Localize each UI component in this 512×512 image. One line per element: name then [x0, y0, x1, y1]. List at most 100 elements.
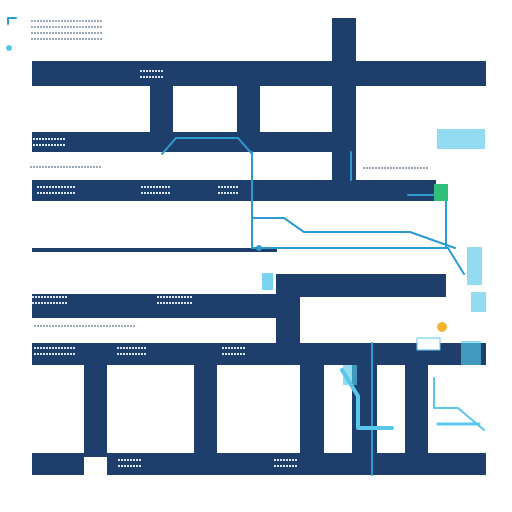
map-label-texture: [49, 38, 51, 40]
map-label-texture: [69, 166, 71, 168]
map-label-texture: [88, 325, 90, 327]
map-label-texture: [48, 166, 50, 168]
lower-block-left-interior[interactable]: [107, 365, 194, 453]
route-line-arc-upper[interactable]: [161, 137, 253, 155]
map-label-texture: [221, 192, 223, 194]
map-label-texture: [36, 166, 38, 168]
street-upper-middle[interactable]: [32, 132, 356, 152]
lower-block-east-border[interactable]: [405, 365, 428, 475]
map-label-texture: [184, 302, 186, 304]
map-label-texture: [129, 353, 131, 355]
legend-icon[interactable]: [416, 337, 441, 351]
map-label-texture: [130, 465, 132, 467]
map-label-texture: [133, 459, 135, 461]
map-label-texture: [100, 26, 102, 28]
map-label-texture: [46, 38, 48, 40]
map-label-texture: [399, 167, 401, 169]
map-label-texture: [146, 70, 148, 72]
street-vertical-left-top[interactable]: [150, 70, 173, 132]
map-label-texture: [143, 76, 145, 78]
map-label-texture: [91, 32, 93, 34]
map-label-texture: [61, 38, 63, 40]
map-label-texture: [73, 38, 75, 40]
street-vertical-middle-top[interactable]: [237, 70, 260, 132]
map-label-texture: [58, 353, 60, 355]
map-label-texture: [51, 144, 53, 146]
map-label-texture: [34, 353, 36, 355]
street-gap-bottom[interactable]: [84, 457, 107, 475]
street-vertical-north[interactable]: [332, 18, 356, 180]
lower-block-route-interior[interactable]: [377, 365, 405, 453]
map-label-texture: [181, 296, 183, 298]
route-line-east-vertical[interactable]: [407, 194, 447, 249]
street-right-horizontal[interactable]: [276, 274, 446, 297]
map-label-texture: [169, 296, 171, 298]
map-label-texture: [161, 70, 163, 72]
lower-block-middle-border[interactable]: [194, 365, 217, 475]
map-label-texture: [166, 296, 168, 298]
map-label-texture: [36, 144, 38, 146]
map-label-texture: [129, 347, 131, 349]
map-label-texture: [159, 186, 161, 188]
map-label-texture: [37, 192, 39, 194]
transit-box-upper[interactable]: [437, 129, 485, 149]
map-label-texture: [63, 166, 65, 168]
upper-block-right-interior[interactable]: [260, 86, 332, 132]
street-right-connector[interactable]: [276, 274, 300, 344]
map-label-texture: [49, 325, 51, 327]
map-label-texture: [126, 347, 128, 349]
map-label-texture: [187, 296, 189, 298]
map-label-texture: [150, 192, 152, 194]
map-label-texture: [160, 296, 162, 298]
map-label-texture: [45, 144, 47, 146]
map-label-texture: [62, 302, 64, 304]
map-label-texture: [94, 32, 96, 34]
map-label-texture: [141, 353, 143, 355]
street-thin-divider[interactable]: [32, 248, 277, 252]
map-label-texture: [64, 26, 66, 28]
route-line-main[interactable]: [251, 151, 465, 275]
map-label-texture: [121, 459, 123, 461]
map-label-texture: [274, 459, 276, 461]
map-label-texture: [168, 192, 170, 194]
map-label-texture: [366, 167, 368, 169]
map-label-texture: [224, 192, 226, 194]
map-label-texture: [60, 166, 62, 168]
map-label-texture: [369, 167, 371, 169]
map-label-texture: [144, 192, 146, 194]
transit-box-right-lower[interactable]: [471, 292, 486, 312]
map-label-texture: [34, 26, 36, 28]
map-label-texture: [61, 32, 63, 34]
route-line-branch[interactable]: [251, 217, 456, 249]
map-label-texture: [64, 186, 66, 188]
map-label-texture: [147, 186, 149, 188]
transit-box-lower-right[interactable]: [461, 341, 481, 365]
transit-box-right-middle[interactable]: [467, 247, 482, 285]
upper-block-left-interior[interactable]: [173, 86, 237, 132]
lower-block-left-border[interactable]: [84, 365, 107, 475]
map-label-texture: [243, 353, 245, 355]
map-label-texture: [283, 459, 285, 461]
map-label-texture: [59, 296, 61, 298]
route-line-southeast[interactable]: [433, 377, 485, 431]
blue-tag-near-connector[interactable]: [262, 273, 273, 290]
map-label-texture: [88, 32, 90, 34]
street-left-horizontal[interactable]: [32, 294, 276, 318]
pin-icon[interactable]: [437, 322, 447, 332]
map-label-texture: [152, 70, 154, 72]
green-box-upper-right[interactable]: [434, 184, 448, 201]
map-label-texture: [76, 325, 78, 327]
map-label-texture: [153, 192, 155, 194]
map-label-texture: [414, 167, 416, 169]
map-label-texture: [221, 186, 223, 188]
street-middle[interactable]: [32, 180, 436, 201]
location-marker-icon[interactable]: [256, 245, 262, 251]
map-label-texture: [136, 459, 138, 461]
transit-box-lower-left[interactable]: [343, 365, 357, 385]
lower-block-middle-interior[interactable]: [217, 365, 300, 453]
map-label-texture: [43, 353, 45, 355]
map-label-texture: [55, 192, 57, 194]
lower-block-right-border[interactable]: [300, 365, 324, 475]
